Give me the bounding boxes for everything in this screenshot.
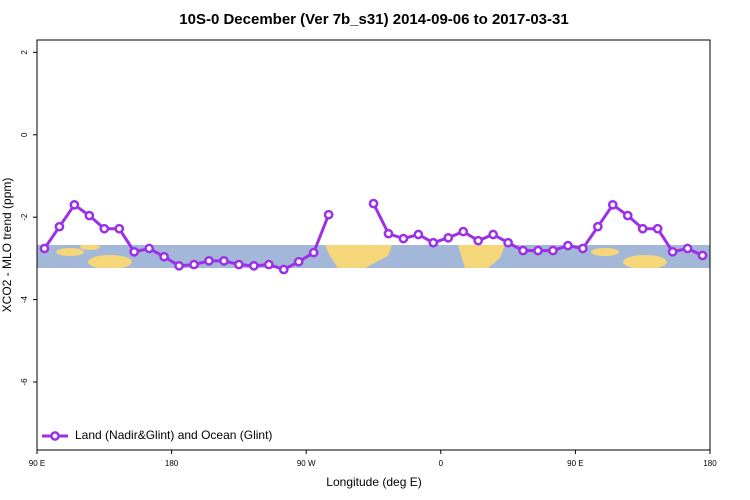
data-point (189, 259, 199, 270)
data-point (473, 235, 484, 246)
data-point (458, 226, 469, 237)
data-point (548, 245, 558, 256)
data-point (413, 229, 424, 240)
data-point (99, 223, 110, 234)
data-point (443, 232, 454, 243)
data-point (54, 221, 65, 232)
data-point (592, 221, 603, 232)
data-point (114, 223, 125, 234)
data-point (219, 256, 229, 266)
y-tick-label: -2 (20, 213, 29, 221)
y-tick-label: 0 (20, 132, 29, 137)
data-point (578, 243, 588, 254)
data-point (39, 243, 50, 254)
data-point (488, 229, 498, 240)
data-point (682, 243, 693, 254)
data-point (293, 256, 304, 267)
y-tick-label: 2 (20, 50, 29, 55)
map-strip (37, 245, 710, 268)
data-point (308, 247, 319, 258)
data-point (518, 245, 528, 256)
data-point (323, 209, 334, 220)
data-point (667, 246, 678, 257)
x-tick-label: 0 (439, 459, 444, 468)
x-axis-label: Longitude (deg E) (326, 475, 421, 489)
data-point (368, 198, 379, 209)
data-point (278, 264, 289, 275)
plot-frame (36, 39, 711, 451)
x-tick-label: 180 (165, 459, 179, 468)
data-point (204, 256, 214, 266)
data-point (533, 245, 543, 256)
data-point (697, 250, 708, 261)
data-point (234, 259, 244, 270)
data-point (263, 259, 274, 270)
data-point (637, 223, 648, 234)
data-point (174, 260, 184, 271)
data-point (69, 199, 80, 210)
data-point (607, 199, 618, 210)
x-tick-label: 180 (703, 459, 717, 468)
x-tick-label: 90 E (29, 459, 45, 468)
data-point (652, 223, 663, 234)
data-point (428, 237, 439, 248)
x-tick-label: 90 E (567, 459, 583, 468)
legend-label: Land (Nadir&Glint) and Ocean (Glint) (75, 428, 272, 442)
y-tick-label: -4 (20, 295, 29, 303)
data-point (622, 210, 633, 221)
data-point (159, 251, 169, 262)
data-point (249, 260, 259, 271)
legend-marker (50, 431, 60, 441)
data-point (503, 237, 513, 248)
data-point (144, 243, 155, 254)
y-axis-label: XCO2 - MLO trend (ppm) (0, 178, 14, 313)
x-tick-label: 90 W (297, 459, 316, 468)
data-point (84, 210, 95, 221)
y-tick-label: -6 (20, 378, 29, 386)
chart-title: 10S-0 December (Ver 7b_s31) 2014-09-06 t… (179, 11, 568, 28)
data-point (383, 228, 394, 239)
data-point (398, 233, 409, 244)
data-point (563, 240, 573, 251)
data-point (129, 246, 140, 257)
